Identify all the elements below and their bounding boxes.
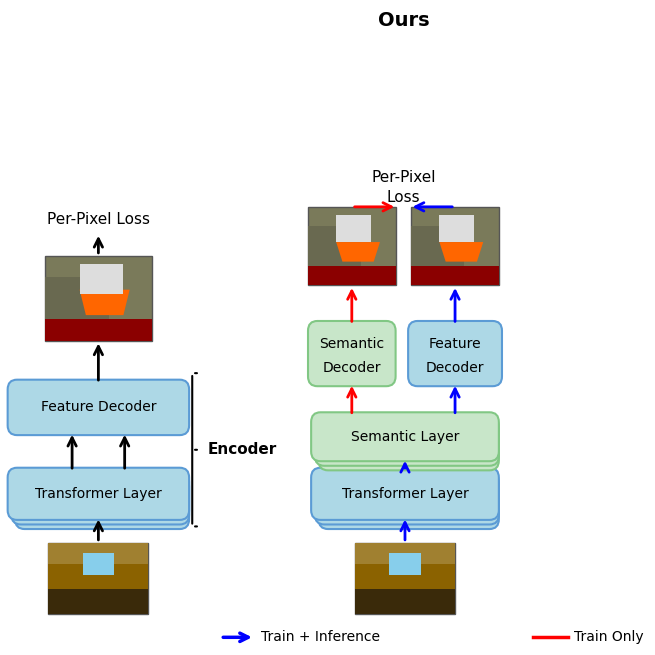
- Text: Feature Decoder: Feature Decoder: [41, 400, 156, 415]
- FancyBboxPatch shape: [15, 477, 189, 529]
- Text: Decoder: Decoder: [322, 361, 381, 375]
- FancyBboxPatch shape: [315, 472, 499, 525]
- Bar: [48, 564, 149, 590]
- FancyBboxPatch shape: [411, 207, 499, 285]
- FancyBboxPatch shape: [308, 321, 396, 386]
- Text: Train Only: Train Only: [574, 630, 644, 645]
- Text: Loss: Loss: [386, 189, 421, 204]
- Text: Encoder: Encoder: [208, 442, 277, 457]
- FancyBboxPatch shape: [318, 477, 499, 529]
- FancyBboxPatch shape: [8, 468, 189, 520]
- Bar: [48, 543, 149, 564]
- Bar: [308, 265, 396, 285]
- FancyBboxPatch shape: [408, 321, 502, 386]
- Text: Transformer Layer: Transformer Layer: [342, 487, 468, 501]
- FancyBboxPatch shape: [308, 207, 396, 285]
- FancyBboxPatch shape: [8, 380, 189, 435]
- FancyBboxPatch shape: [311, 468, 499, 520]
- Bar: [336, 215, 371, 242]
- Polygon shape: [336, 242, 380, 261]
- FancyBboxPatch shape: [48, 543, 149, 614]
- Text: Semantic: Semantic: [319, 337, 384, 351]
- Text: Transformer Layer: Transformer Layer: [35, 487, 162, 501]
- Text: Per-Pixel Loss: Per-Pixel Loss: [47, 212, 150, 227]
- Text: Feature: Feature: [429, 337, 481, 351]
- Polygon shape: [440, 242, 483, 261]
- Bar: [355, 543, 455, 564]
- Text: Semantic Layer: Semantic Layer: [351, 430, 459, 443]
- Text: Ours: Ours: [378, 11, 429, 30]
- Bar: [48, 590, 149, 614]
- Bar: [411, 227, 464, 265]
- Polygon shape: [80, 290, 130, 315]
- Text: Per-Pixel: Per-Pixel: [371, 170, 436, 185]
- Bar: [389, 553, 421, 575]
- Bar: [45, 277, 109, 320]
- Bar: [355, 590, 455, 614]
- Bar: [440, 215, 474, 242]
- FancyBboxPatch shape: [311, 412, 499, 461]
- FancyBboxPatch shape: [355, 543, 455, 614]
- Bar: [45, 320, 151, 341]
- Text: Decoder: Decoder: [426, 361, 484, 375]
- Bar: [308, 227, 360, 265]
- Bar: [411, 265, 499, 285]
- Bar: [355, 564, 455, 590]
- FancyBboxPatch shape: [45, 255, 151, 341]
- Bar: [80, 264, 123, 294]
- FancyBboxPatch shape: [11, 472, 189, 525]
- Text: Train + Inference: Train + Inference: [261, 630, 380, 645]
- FancyBboxPatch shape: [318, 421, 499, 470]
- Bar: [83, 553, 114, 575]
- FancyBboxPatch shape: [315, 417, 499, 466]
